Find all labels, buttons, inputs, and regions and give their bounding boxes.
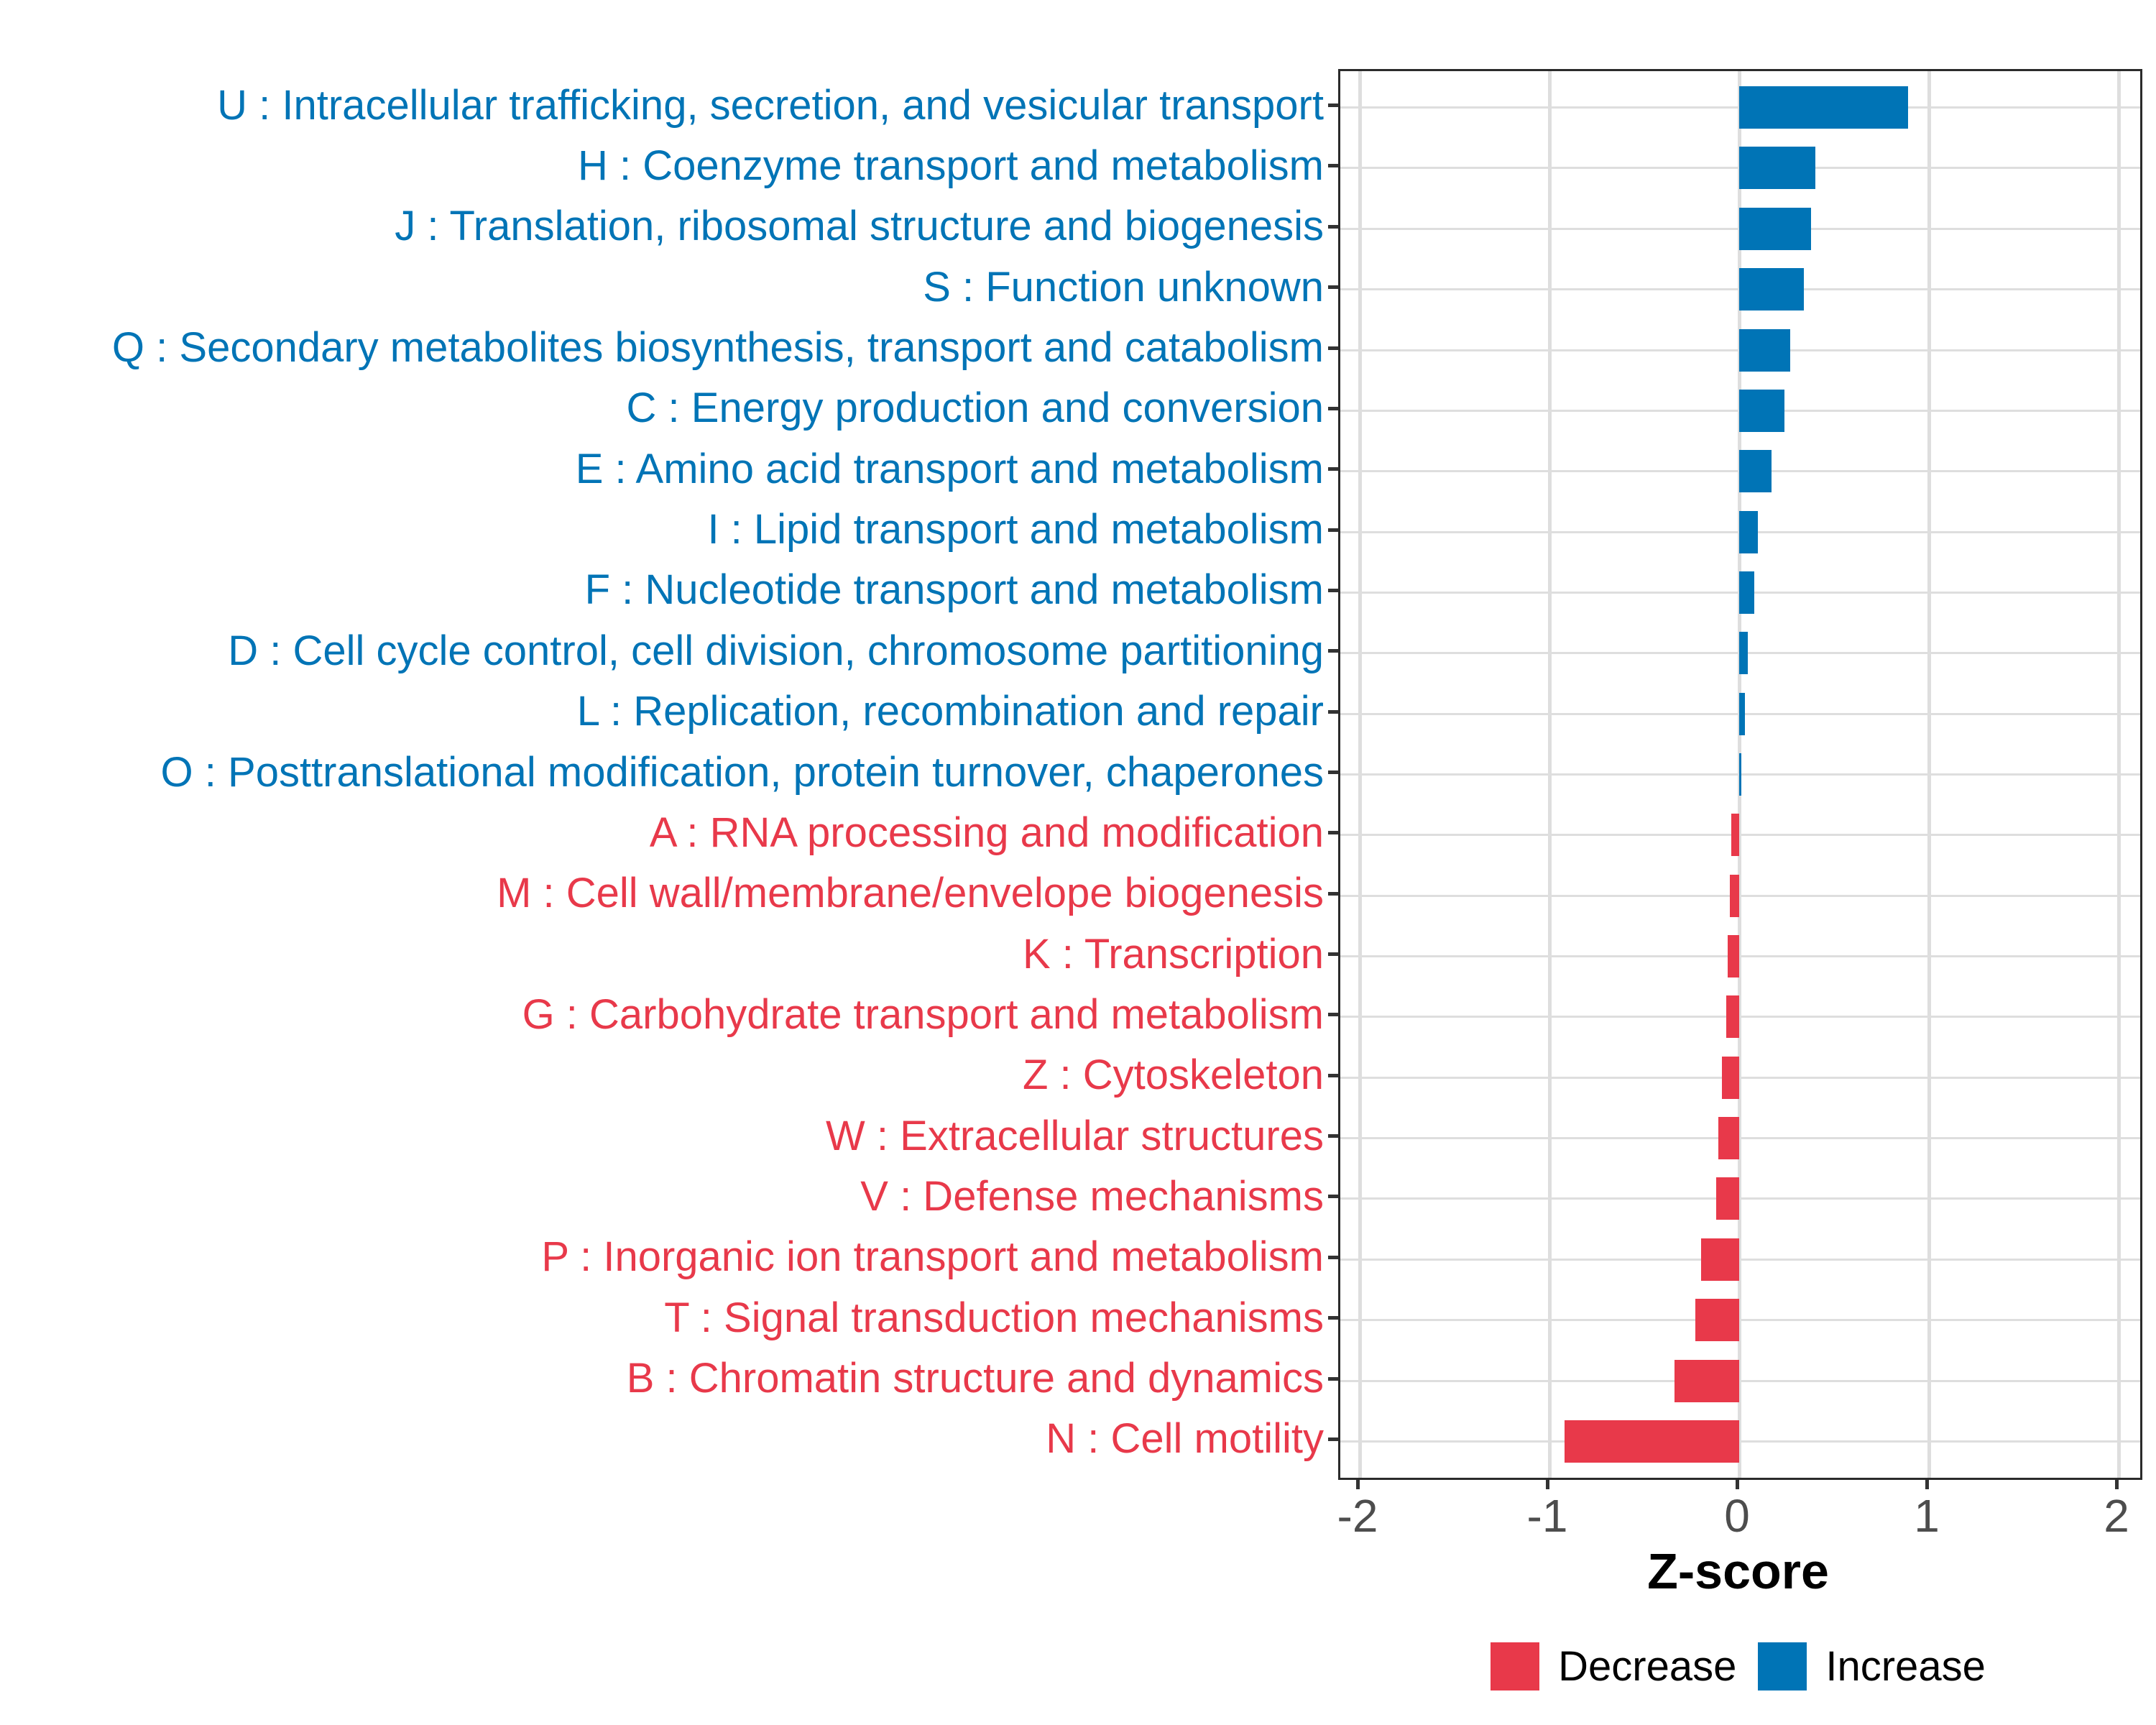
category-label-P: P : Inorganic ion transport and metaboli…: [541, 1233, 1324, 1281]
y-tick: [1328, 285, 1338, 290]
bar-K: [1728, 935, 1739, 978]
y-tick: [1328, 891, 1338, 896]
legend-item-increase: Increase: [1758, 1642, 1986, 1690]
bar-L: [1739, 692, 1745, 735]
bar-W: [1718, 1117, 1739, 1160]
x-tick-label: 0: [1724, 1490, 1750, 1542]
y-tick: [1328, 346, 1338, 350]
x-tick: [2114, 1480, 2119, 1489]
bar-J: [1739, 207, 1812, 250]
y-tick: [1328, 1255, 1338, 1259]
y-tick: [1328, 770, 1338, 774]
legend-item-decrease: Decrease: [1491, 1642, 1736, 1690]
category-label-Q: Q : Secondary metabolites biosynthesis, …: [111, 324, 1324, 372]
category-label-N: N : Cell motility: [1046, 1415, 1324, 1463]
category-label-L: L : Replication, recombination and repai…: [576, 688, 1324, 735]
y-tick: [1328, 1134, 1338, 1138]
y-tick: [1328, 588, 1338, 592]
y-tick: [1328, 104, 1338, 108]
plot-panel: [1338, 69, 2142, 1480]
category-label-A: A : RNA processing and modification: [649, 809, 1324, 856]
category-label-E: E : Amino acid transport and metabolism: [575, 445, 1324, 492]
category-label-H: H : Coenzyme transport and metabolism: [578, 142, 1324, 189]
x-tick: [1735, 1480, 1739, 1489]
bar-P: [1701, 1238, 1739, 1281]
y-tick: [1328, 1316, 1338, 1320]
category-label-M: M : Cell wall/membrane/envelope biogenes…: [497, 870, 1324, 917]
bar-Z: [1722, 1056, 1739, 1099]
category-label-W: W : Extracellular structures: [826, 1112, 1324, 1159]
y-tick: [1328, 528, 1338, 532]
bar-S: [1739, 268, 1804, 311]
bar-V: [1716, 1177, 1739, 1220]
y-tick: [1328, 649, 1338, 653]
decrease-swatch-icon: [1491, 1642, 1540, 1690]
bar-B: [1674, 1359, 1739, 1402]
category-label-D: D : Cell cycle control, cell division, c…: [228, 627, 1324, 674]
x-tick-label: -1: [1526, 1490, 1568, 1542]
x-tick-label: -2: [1337, 1490, 1378, 1542]
x-tick-label: 2: [2104, 1490, 2129, 1542]
category-label-C: C : Energy production and conversion: [626, 385, 1324, 432]
y-tick: [1328, 831, 1338, 835]
x-tick: [1355, 1480, 1360, 1489]
category-label-F: F : Nucleotide transport and metabolism: [584, 566, 1324, 614]
category-label-T: T : Signal transduction mechanisms: [664, 1294, 1324, 1341]
y-tick: [1328, 1376, 1338, 1381]
category-label-B: B : Chromatin structure and dynamics: [626, 1355, 1324, 1402]
v-gridline: [1927, 71, 1931, 1478]
category-label-O: O : Posttranslational modification, prot…: [160, 748, 1324, 796]
v-gridline: [1547, 71, 1552, 1478]
bar-A: [1731, 814, 1739, 857]
bar-I: [1739, 510, 1759, 553]
y-tick: [1328, 952, 1338, 957]
y-tick: [1328, 1437, 1338, 1441]
y-tick: [1328, 709, 1338, 714]
category-label-V: V : Defense mechanisms: [860, 1172, 1324, 1220]
y-tick: [1328, 406, 1338, 410]
y-tick: [1328, 1013, 1338, 1017]
increase-swatch-icon: [1758, 1642, 1807, 1690]
y-tick: [1328, 164, 1338, 168]
bar-D: [1739, 632, 1748, 675]
bar-U: [1739, 86, 1908, 129]
bar-N: [1565, 1420, 1739, 1463]
x-tick: [1545, 1480, 1549, 1489]
legend-label-increase: Increase: [1825, 1642, 1986, 1690]
v-gridline: [2116, 71, 2121, 1478]
legend: Decrease Increase: [1338, 1639, 2138, 1693]
y-tick: [1328, 467, 1338, 472]
category-label-G: G : Carbohydrate transport and metabolis…: [522, 990, 1324, 1038]
y-tick: [1328, 1195, 1338, 1199]
category-label-Z: Z : Cytoskeleton: [1022, 1052, 1324, 1099]
v-gridline: [1358, 71, 1362, 1478]
y-tick: [1328, 1073, 1338, 1077]
bar-E: [1739, 450, 1772, 493]
bar-Q: [1739, 328, 1791, 372]
x-axis-title: Z-score: [1647, 1543, 1829, 1599]
bar-C: [1739, 389, 1785, 432]
bar-M: [1729, 874, 1739, 917]
bar-T: [1695, 1299, 1739, 1342]
bar-G: [1726, 995, 1739, 1039]
x-tick-label: 1: [1914, 1490, 1940, 1542]
bar-H: [1739, 147, 1815, 190]
bar-F: [1739, 571, 1755, 614]
x-tick: [1925, 1480, 1929, 1489]
category-label-S: S : Function unknown: [923, 263, 1324, 310]
category-label-U: U : Intracellular trafficking, secretion…: [217, 81, 1324, 129]
category-label-I: I : Lipid transport and metabolism: [707, 506, 1324, 553]
category-label-J: J : Translation, ribosomal structure and…: [395, 203, 1324, 250]
bar-O: [1739, 753, 1742, 796]
category-label-K: K : Transcription: [1022, 930, 1324, 978]
y-tick: [1328, 224, 1338, 229]
legend-label-decrease: Decrease: [1558, 1642, 1737, 1690]
